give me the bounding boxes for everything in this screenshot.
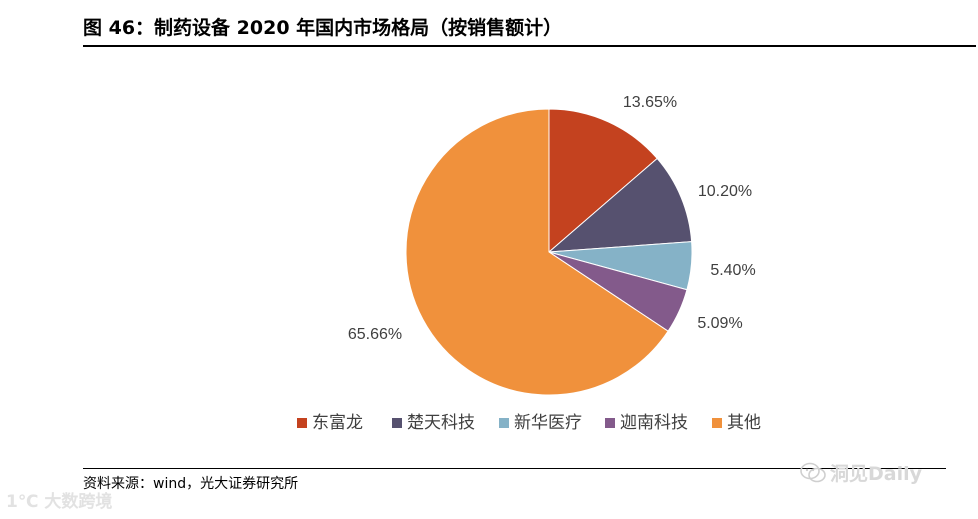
legend-swatch (499, 418, 509, 428)
legend-label: 楚天科技 (407, 413, 475, 433)
data-label: 13.65% (623, 94, 677, 111)
watermark-left-text: 大数跨境 (44, 492, 113, 512)
watermark-right: 洞见Daily (800, 459, 922, 486)
wechat-icon (800, 462, 826, 484)
source-note: 资料来源：wind，光大证券研究所 (83, 476, 299, 492)
figure-title: 图 46：制药设备 2020 年国内市场格局（按销售额计） (83, 17, 563, 39)
watermark-left-mark: 1℃ (6, 492, 39, 512)
watermark-right-text: 洞见Daily (830, 463, 923, 485)
source-rule (83, 468, 946, 469)
pie-slice (405, 108, 669, 396)
pie-slice (547, 157, 693, 253)
data-label: 10.20% (698, 183, 752, 200)
data-label: 5.09% (697, 315, 742, 332)
data-label: 5.40% (710, 262, 755, 279)
legend-label: 迦南科技 (620, 413, 688, 433)
legend-label: 东富龙 (312, 413, 363, 433)
legend-swatch (712, 418, 722, 428)
legend-swatch (297, 418, 307, 428)
legend-swatch (605, 418, 615, 428)
legend-label: 其他 (727, 413, 761, 433)
pie-slice (548, 108, 658, 254)
legend-label: 新华医疗 (514, 413, 582, 433)
title-rule (83, 45, 976, 47)
watermark-left: 1℃ 大数跨境 (6, 487, 112, 512)
data-label: 65.66% (348, 326, 402, 343)
legend-swatch (392, 418, 402, 428)
